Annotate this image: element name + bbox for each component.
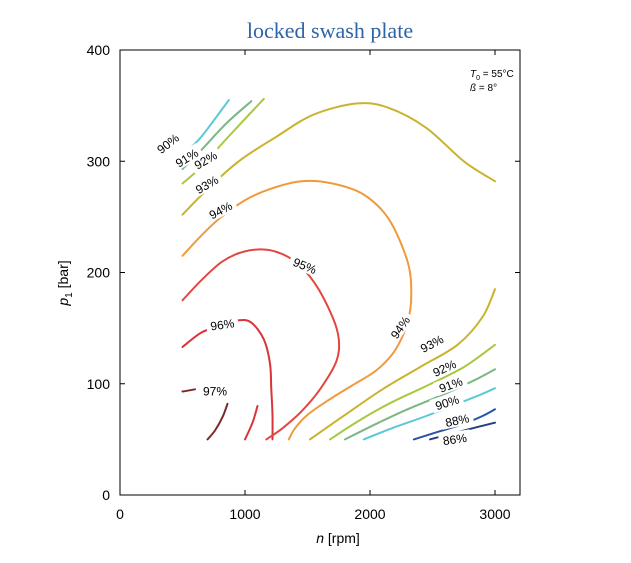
contour-label-88: 88% [444,411,471,430]
contour-label-bg [205,314,240,334]
x-tick-label: 3000 [479,506,510,522]
x-axis: 0 1000 2000 3000 [116,50,511,522]
contour-label-bg [384,309,415,345]
contour-90-segment-2 [362,387,496,441]
contour-label-bg [439,409,475,430]
x-tick-label: 2000 [354,506,385,522]
chart-title: locked swash plate [247,18,413,43]
y-axis-title: p1 [bar] [55,260,75,306]
contour-label-bg [437,429,472,448]
contour-label-bg [429,390,465,414]
contour-label-97: 97% [203,385,227,399]
contour-label-86: 86% [442,431,468,448]
y-tick-label: 0 [102,487,110,503]
contour-label-bg [169,142,204,172]
y-tick-label: 300 [87,153,111,169]
plot-frame [119,49,521,496]
x-axis-title: n [rpm] [316,530,360,546]
contour-92-segment-2 [329,343,496,441]
contour-96-segment-2 [244,405,259,441]
x-tick-label: 1000 [229,506,260,522]
contour-94-segment-1 [181,179,413,441]
contour-97-segment-2 [206,402,229,441]
contour-96-segment-1 [181,318,274,441]
contour-93-segment-1 [181,102,496,216]
y-tick-label: 100 [87,376,111,392]
y-axis-subscript: 1 [64,292,75,298]
contour-91-segment-2 [344,368,496,441]
angle-annotation: ß = 8° [470,83,497,94]
x-axis-unit-text: [rpm] [328,530,360,546]
y-axis: 0 100 200 300 400 [87,42,520,503]
contour-label-bg [433,372,468,397]
temperature-annotation: T0 = 55°C [470,69,514,82]
contour-93-segment-2 [309,288,496,441]
x-axis-symbol: n [316,530,324,546]
contour-label-bg [187,145,223,174]
contour-label-bg [199,383,231,398]
contour-label-bg [150,127,185,159]
contour-95-segment-1 [181,248,341,441]
contour-label-bg [189,169,224,199]
x-tick-label: 0 [116,506,124,522]
contour-label-96: 96% [209,316,235,333]
y-axis-unit: [bar] [55,260,71,288]
contour-label-bg [287,252,323,278]
y-axis-symbol: p [55,298,71,307]
contour-label-bg [414,329,449,357]
y-tick-label: 400 [87,42,111,58]
contour-label-bg [202,195,238,224]
contour-label-bg [426,354,462,381]
y-tick-label: 200 [87,265,111,281]
contour-97-segment-1 [181,388,196,393]
conditions-annotation: T0 = 55°C ß = 8° [470,69,514,94]
